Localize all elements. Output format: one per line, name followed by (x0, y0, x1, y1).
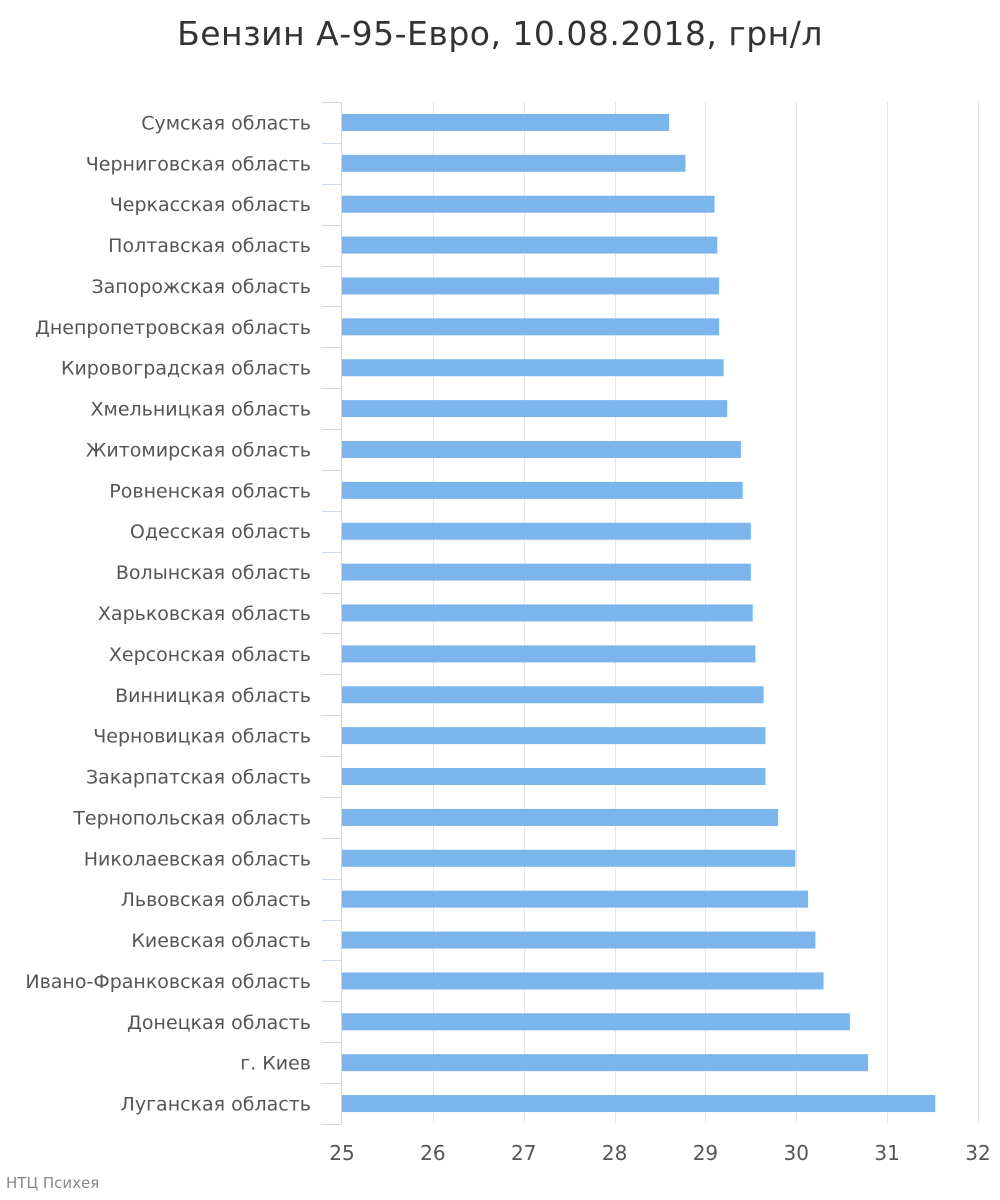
category-label: Полтавская область (108, 235, 311, 257)
x-axis-tick-labels: 25 26 27 28 29 30 31 32 (329, 1141, 990, 1165)
bar[interactable] (342, 931, 816, 949)
chart-title: Бензин А-95-Евро, 10.08.2018, грн/л (177, 14, 823, 53)
category-label: Закарпатская область (86, 767, 311, 789)
x-tick-label: 25 (329, 1141, 354, 1165)
bar[interactable] (342, 808, 779, 826)
category-label: Запорожская область (91, 276, 311, 298)
bar[interactable] (342, 359, 724, 377)
category-label: Винницкая область (115, 685, 311, 707)
bar[interactable] (342, 645, 756, 663)
credit-text: НТЦ Психея (6, 1174, 100, 1192)
category-label: Ровненская область (109, 480, 311, 502)
bar[interactable] (342, 318, 720, 336)
category-label: Черкасская область (110, 194, 311, 216)
category-label: Ивано-Франковская область (25, 971, 311, 993)
x-tick-label: 30 (784, 1141, 809, 1165)
category-label: Черновицкая область (93, 726, 311, 748)
x-tick-label: 27 (511, 1141, 536, 1165)
bar[interactable] (342, 563, 751, 581)
bar[interactable] (342, 1013, 850, 1031)
category-label: Луганская область (121, 1094, 311, 1116)
x-tick-label: 28 (602, 1141, 627, 1165)
category-label: Донецкая область (127, 1012, 311, 1034)
category-label: Львовская область (121, 889, 311, 911)
bar[interactable] (342, 481, 743, 499)
category-label: Волынская область (116, 562, 311, 584)
bar[interactable] (342, 768, 766, 786)
bar[interactable] (342, 727, 766, 745)
category-label: Киевская область (131, 930, 311, 952)
y-axis (322, 102, 342, 1125)
bar[interactable] (342, 522, 751, 540)
bar[interactable] (342, 236, 718, 254)
bar[interactable] (342, 1095, 936, 1113)
x-tick-label: 32 (965, 1141, 990, 1165)
bar[interactable] (342, 972, 824, 990)
category-label: Харьковская область (98, 603, 311, 625)
bar[interactable] (342, 277, 720, 295)
category-label: Сумская область (141, 112, 311, 134)
x-tick-label: 31 (874, 1141, 899, 1165)
category-label: Тернопольская область (72, 807, 311, 829)
bar[interactable] (342, 890, 809, 908)
category-label: Черниговская область (86, 153, 311, 175)
bar[interactable] (342, 113, 670, 131)
category-label: г. Киев (240, 1053, 311, 1075)
bar[interactable] (342, 154, 686, 172)
category-label: Херсонская область (109, 644, 311, 666)
x-tick-label: 26 (420, 1141, 445, 1165)
category-label: Одесская область (130, 521, 311, 543)
category-label: Кировоградская область (61, 358, 311, 380)
category-labels: Сумская область Черниговская область Черка… (25, 112, 311, 1115)
x-tick-label: 29 (693, 1141, 718, 1165)
bar[interactable] (342, 1054, 869, 1072)
bars (342, 113, 936, 1113)
category-label: Днепропетровская область (35, 317, 311, 339)
category-label: Николаевская область (84, 848, 311, 870)
bar[interactable] (342, 440, 741, 458)
bar[interactable] (342, 195, 715, 213)
bar[interactable] (342, 686, 764, 704)
category-label: Житомирская область (86, 439, 311, 461)
bar[interactable] (342, 604, 753, 622)
bar[interactable] (342, 400, 728, 418)
category-label: Хмельницкая область (90, 399, 311, 421)
bar[interactable] (342, 849, 796, 867)
